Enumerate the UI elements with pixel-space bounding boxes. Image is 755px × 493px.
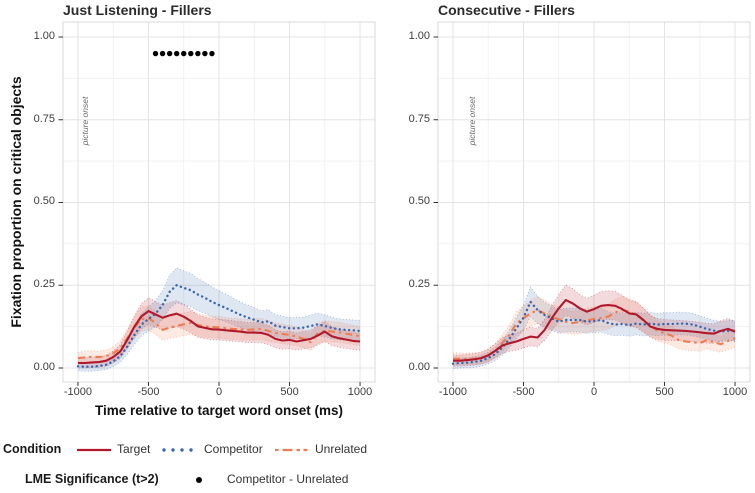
legend-competitor-label: Competitor [204,442,263,456]
picture-onset-annotation-right: picture onset [467,96,477,146]
panel-canvas [433,21,751,386]
legend-target-label: Target [117,442,151,456]
y-tick-label: 0.25 [33,278,55,291]
x-tick-label: 0 [590,386,598,398]
legend-significance-dot-sample [193,473,205,491]
legend-target-line-sample [76,443,112,461]
x-tick-label: 500 [655,386,674,398]
legend-condition-title: Condition [3,442,62,456]
x-tick-label: -500 [512,386,535,398]
x-tick-label: 0 [215,386,223,398]
panel-title-just-listening: Just Listening - Fillers [63,2,212,18]
x-tick-label: 1000 [347,386,373,398]
y-tick-label: 0.75 [33,112,55,125]
legend-lme-item-label: Competitor - Unrelated [227,472,349,486]
y-tick-label: 0.25 [408,278,430,291]
legend-key-icon [275,448,309,452]
picture-onset-annotation-left: picture onset [80,96,90,146]
y-tick-label: 0.75 [408,112,430,125]
y-tick-label: 0.50 [33,195,55,208]
legend-key-icon [77,448,111,452]
panel-canvas [58,21,376,386]
x-axis-label: Time relative to target word onset (ms) [94,403,344,418]
legend-key-icon [162,448,193,452]
x-tick-label: -1000 [438,386,467,398]
legend-lme-title: LME Significance (t>2) [25,472,159,486]
legend-competitor-line-sample [160,443,196,461]
y-tick-label: 0.00 [408,360,430,373]
x-tick-label: 500 [280,386,299,398]
y-tick-label: 0.00 [33,360,55,373]
legend-unrelated-line-sample [274,443,310,461]
x-tick-label: -500 [137,386,160,398]
y-tick-label: 0.50 [408,195,430,208]
y-tick-label: 1.00 [33,29,55,42]
x-tick-label: 1000 [722,386,748,398]
x-tick-label: -1000 [63,386,92,398]
plot-panel-consecutive [432,21,752,395]
y-tick-label: 1.00 [408,29,430,42]
panel-title-consecutive: Consecutive - Fillers [438,2,575,18]
plot-panel-just-listening [57,21,377,395]
legend-unrelated-label: Unrelated [315,442,368,456]
legend-dot-icon [196,477,202,483]
